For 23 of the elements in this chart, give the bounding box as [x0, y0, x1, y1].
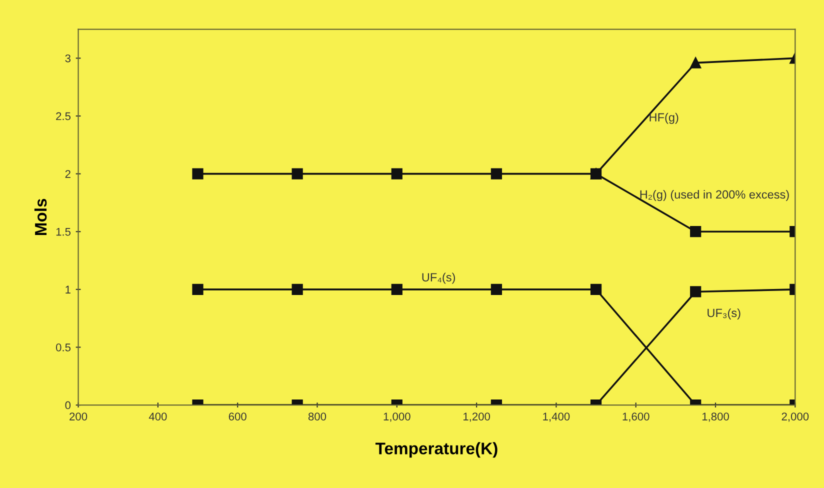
x-tick-label: 2,000: [782, 412, 809, 422]
y-tick-label: 3: [65, 54, 70, 62]
x-tick-label: 1,200: [463, 412, 490, 422]
series-label: UF₄(s): [422, 272, 455, 284]
series-label: HF(g): [650, 112, 678, 124]
y-tick-label: 1.5: [56, 228, 71, 236]
y-tick-label: 0: [65, 401, 71, 410]
x-tick-label: 1,600: [622, 412, 650, 422]
x-tick-label: 800: [308, 412, 326, 420]
x-tick-label: 1,000: [384, 412, 410, 422]
series-label: UF₃(s): [708, 308, 740, 320]
x-tick-label: 1,400: [543, 412, 570, 422]
y-axis-title: Mols: [34, 198, 47, 236]
x-axis-title: Temperature(K): [375, 442, 498, 458]
series-label: H₂(g) (used in 200% excess): [640, 190, 789, 202]
y-tick-label: 1: [66, 286, 70, 294]
x-tick-label: 600: [228, 412, 246, 420]
x-tick-label: 1,800: [702, 412, 729, 422]
x-tick-label: 200: [70, 412, 88, 420]
y-tick-label: 2.5: [56, 112, 71, 120]
y-tick-label: 2: [65, 170, 70, 178]
x-tick-label: 400: [148, 412, 167, 420]
y-tick-label: 0.5: [56, 344, 71, 352]
